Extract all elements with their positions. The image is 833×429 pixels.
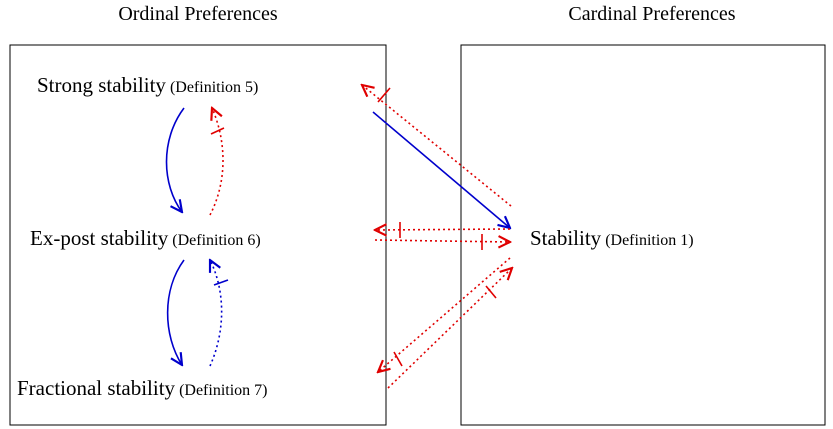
node: Fractional stability (Definition 7) (17, 376, 267, 400)
cardinal-box (460, 44, 826, 426)
edges (165, 85, 513, 389)
header: Ordinal Preferences (118, 3, 278, 25)
header: Cardinal Preferences (568, 3, 735, 25)
node: Ex-post stability (Definition 6) (30, 226, 261, 250)
node: Stability (Definition 1) (530, 226, 694, 250)
node: Strong stability (Definition 5) (37, 73, 258, 97)
